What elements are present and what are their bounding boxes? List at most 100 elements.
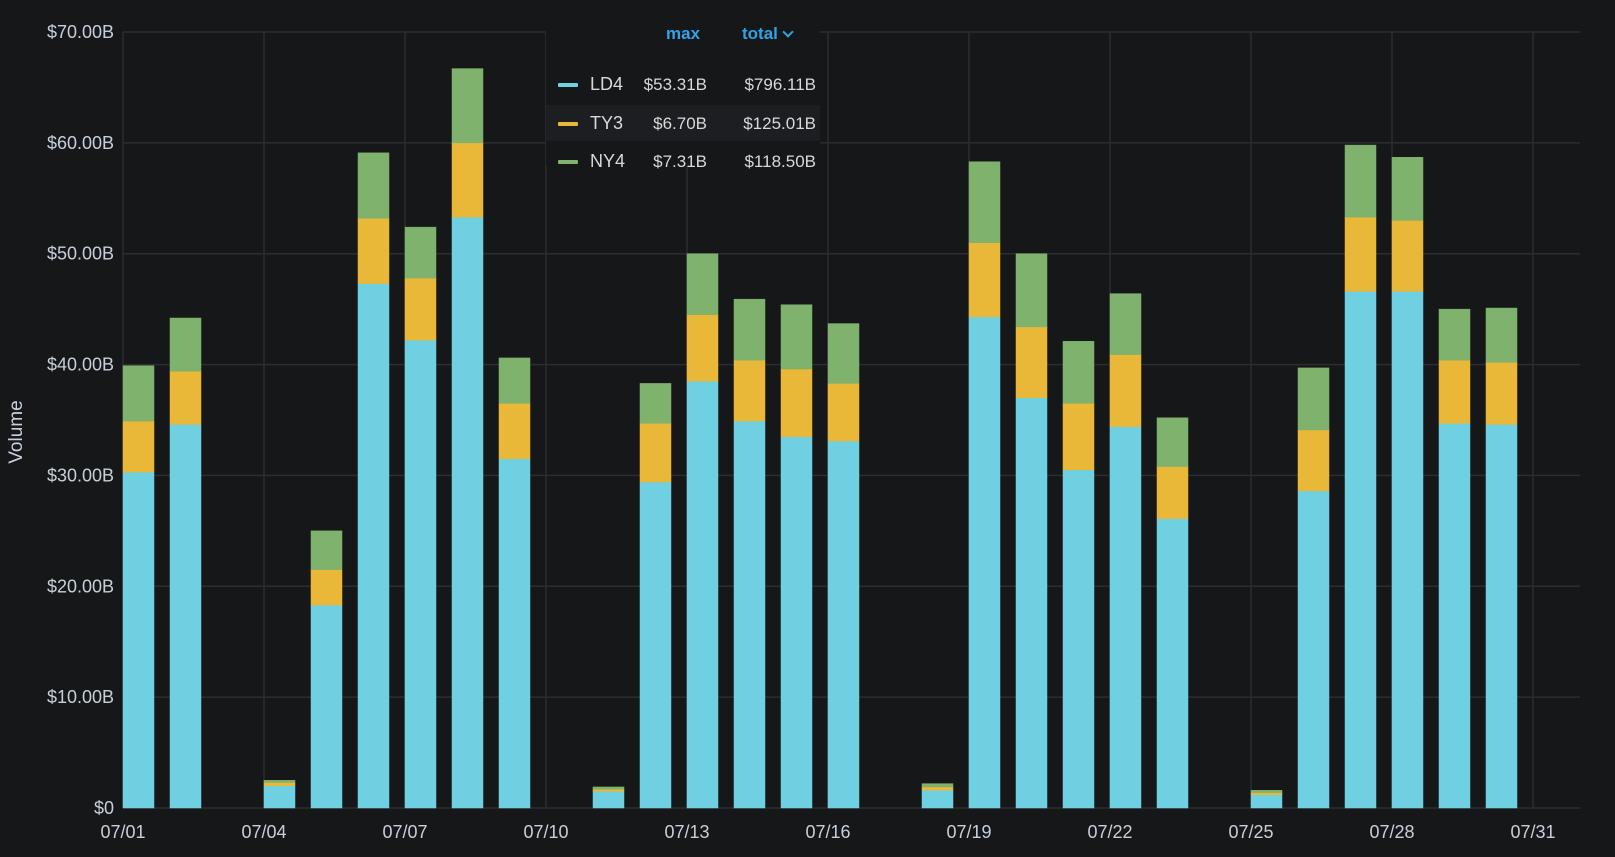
bar-ld4-07-20[interactable] [1015, 397, 1048, 809]
bar-ld4-07-11[interactable] [592, 791, 625, 809]
bar-ny4-07-20[interactable] [1015, 253, 1048, 328]
legend-max-value: $7.31B [653, 152, 707, 171]
x-tick-label: 07/07 [382, 822, 427, 842]
bar-ty3-07-26[interactable] [1297, 429, 1330, 492]
bar-ny4-07-27[interactable] [1344, 144, 1377, 218]
bar-ty3-07-25[interactable] [1250, 792, 1283, 795]
bar-ny4-07-02[interactable] [169, 317, 202, 372]
bar-ny4-07-11[interactable] [592, 786, 625, 790]
bar-ny4-07-01[interactable] [122, 365, 155, 422]
legend-header-total[interactable]: total [742, 24, 794, 44]
bar-ty3-07-11[interactable] [592, 788, 625, 792]
legend-total-value: $796.11B [744, 75, 816, 94]
bar-ny4-07-07[interactable] [404, 226, 437, 279]
bar-ld4-07-04[interactable] [263, 785, 296, 809]
bar-ny4-07-23[interactable] [1156, 417, 1189, 467]
bar-ld4-07-09[interactable] [498, 458, 531, 809]
bar-ld4-07-16[interactable] [827, 440, 860, 809]
y-tick-label: $20.00B [47, 576, 114, 596]
bar-ty3-07-08[interactable] [451, 142, 484, 218]
bar-ny4-07-22[interactable] [1109, 293, 1142, 355]
bar-ld4-07-26[interactable] [1297, 490, 1330, 809]
bar-ld4-07-14[interactable] [733, 420, 766, 809]
bar-ny4-07-08[interactable] [451, 68, 484, 144]
bar-ny4-07-12[interactable] [639, 383, 672, 424]
bar-ty3-07-21[interactable] [1062, 403, 1095, 471]
bar-ld4-07-12[interactable] [639, 481, 672, 809]
bar-ld4-07-05[interactable] [310, 604, 343, 809]
bar-ny4-07-06[interactable] [357, 152, 390, 219]
bar-ty3-07-30[interactable] [1485, 362, 1518, 425]
bar-ny4-07-15[interactable] [780, 304, 813, 370]
x-tick-label: 07/01 [100, 822, 145, 842]
bar-ld4-07-02[interactable] [169, 424, 202, 809]
bar-ty3-07-28[interactable] [1391, 220, 1424, 292]
bar-ty3-07-22[interactable] [1109, 354, 1142, 427]
bar-ty3-07-19[interactable] [968, 242, 1001, 318]
bar-ld4-07-15[interactable] [780, 436, 813, 809]
bar-ny4-07-30[interactable] [1485, 307, 1518, 363]
bar-ld4-07-22[interactable] [1109, 426, 1142, 809]
bar-ld4-07-28[interactable] [1391, 291, 1424, 809]
bar-ld4-07-18[interactable] [921, 790, 954, 809]
bar-ld4-07-25[interactable] [1250, 794, 1283, 809]
bar-ld4-07-01[interactable] [122, 471, 155, 809]
bar-ty3-07-09[interactable] [498, 403, 531, 460]
chevron-down-icon [782, 26, 794, 38]
bar-ty3-07-12[interactable] [639, 423, 672, 483]
bar-ld4-07-13[interactable] [686, 380, 719, 809]
bar-ty3-07-23[interactable] [1156, 466, 1189, 519]
bar-ld4-07-07[interactable] [404, 339, 437, 809]
bar-ny4-07-13[interactable] [686, 253, 719, 315]
bar-ty3-07-15[interactable] [780, 368, 813, 437]
legend-header-max[interactable]: max [666, 24, 701, 43]
bar-ty3-07-14[interactable] [733, 359, 766, 422]
bar-ny4-07-21[interactable] [1062, 341, 1095, 404]
bar-ty3-07-04[interactable] [263, 782, 296, 787]
bar-ty3-07-27[interactable] [1344, 216, 1377, 292]
bar-ty3-07-16[interactable] [827, 383, 860, 442]
bar-ty3-07-20[interactable] [1015, 326, 1048, 399]
legend-item-ld4[interactable]: LD4 $53.31B $796.11B [546, 66, 820, 102]
bar-ty3-07-18[interactable] [921, 786, 954, 791]
x-tick-label: 07/16 [805, 822, 850, 842]
x-tick-label: 07/10 [523, 822, 568, 842]
bar-ld4-07-06[interactable] [357, 283, 390, 809]
bar-ty3-07-05[interactable] [310, 569, 343, 606]
y-axis-title: Volume [6, 400, 27, 463]
bar-ld4-07-30[interactable] [1485, 424, 1518, 809]
legend-max-value: $53.31B [643, 75, 707, 94]
bar-ty3-07-06[interactable] [357, 217, 390, 284]
legend-total-value: $118.50B [744, 152, 816, 171]
bar-ty3-07-02[interactable] [169, 370, 202, 425]
bar-ld4-07-29[interactable] [1438, 423, 1471, 809]
bar-ty3-07-29[interactable] [1438, 359, 1471, 424]
bar-ny4-07-28[interactable] [1391, 157, 1424, 221]
bar-ty3-07-01[interactable] [122, 420, 155, 473]
bar-ld4-07-19[interactable] [968, 316, 1001, 809]
bar-ny4-07-29[interactable] [1438, 308, 1471, 361]
bar-ld4-07-08[interactable] [451, 216, 484, 809]
legend-total-value: $125.01B [743, 114, 816, 133]
bar-ny4-07-14[interactable] [733, 298, 766, 361]
bar-ld4-07-27[interactable] [1344, 291, 1377, 809]
bar-ld4-07-21[interactable] [1062, 469, 1095, 809]
bar-ny4-07-05[interactable] [310, 530, 343, 570]
bar-ld4-07-23[interactable] [1156, 518, 1189, 809]
bar-ny4-07-04[interactable] [263, 780, 296, 783]
y-axis-ticks: $0 $10.00B $20.00B $30.00B $40.00B $50.00B $60… [47, 22, 114, 818]
bar-ny4-07-19[interactable] [968, 161, 1001, 243]
bar-ty3-07-13[interactable] [686, 314, 719, 382]
legend-item-ny4[interactable]: NY4 $7.31B $118.50B [546, 143, 820, 179]
y-tick-label: $70.00B [47, 22, 114, 42]
bar-ny4-07-16[interactable] [827, 323, 860, 384]
legend-item-ty3[interactable]: TY3 $6.70B $125.01B [546, 105, 820, 141]
bar-ny4-07-18[interactable] [921, 783, 954, 788]
bar-ny4-07-09[interactable] [498, 357, 531, 404]
x-tick-label: 07/13 [664, 822, 709, 842]
bar-ny4-07-26[interactable] [1297, 367, 1330, 431]
y-tick-label: $30.00B [47, 465, 114, 485]
legend-header-total-label: total [742, 24, 778, 43]
bar-ty3-07-07[interactable] [404, 277, 437, 341]
bar-ny4-07-25[interactable] [1250, 790, 1283, 793]
